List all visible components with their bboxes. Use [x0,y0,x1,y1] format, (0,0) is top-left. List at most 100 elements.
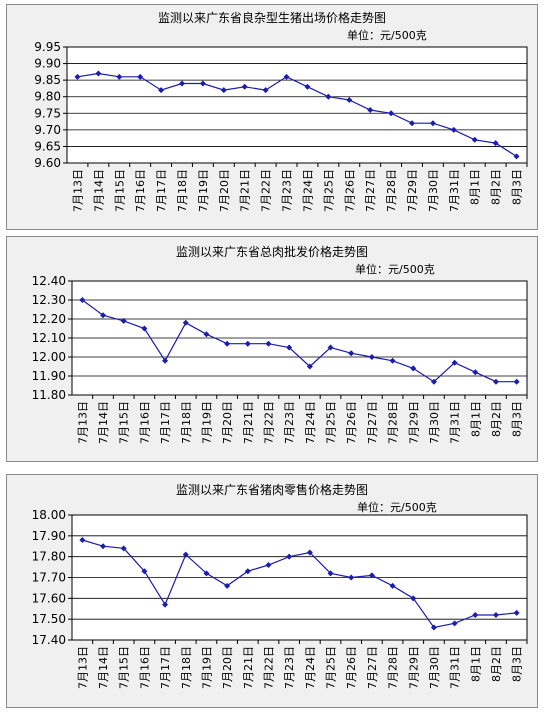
x-tick-label: 7月31日 [449,401,462,444]
data-point [492,612,499,618]
x-tick-label: 7月23日 [283,646,296,689]
x-tick-label: 7月22日 [262,401,275,444]
data-point [451,359,458,366]
x-tick-label: 7月30日 [428,646,441,689]
x-tick-label: 7月31日 [448,169,461,212]
data-point [471,136,478,143]
data-point [120,545,127,552]
x-tick-label: 7月29日 [407,646,420,689]
data-point [492,378,499,385]
data-point [100,312,107,319]
data-point [368,572,375,579]
x-tick-label: 7月13日 [71,169,84,212]
data-point [286,553,293,560]
data-point [430,624,437,631]
data-point [162,601,169,608]
y-tick-label: 9.75 [34,106,61,120]
y-tick-label: 12.20 [32,312,66,326]
x-tick-label: 7月15日 [118,646,131,689]
x-tick-label: 7月18日 [176,169,189,212]
data-point [100,543,107,550]
data-point [389,582,396,589]
x-tick-label: 7月19日 [200,646,213,689]
x-tick-label: 7月21日 [239,169,252,212]
data-point [120,317,127,324]
chart-panel-wholesale-price: 监测以来广东省总肉批发价格走势图 单位：元/500克 11.80 11.90 12.… [6,236,538,462]
x-tick-label: 8月2日 [490,169,503,205]
data-point [286,344,293,351]
y-tick-label: 17.50 [32,612,66,626]
x-tick-label: 7月13日 [76,401,89,444]
x-tick-label: 7月20日 [221,646,234,689]
unit-label: 单位：元/500克 [357,501,437,514]
x-tick-label: 7月13日 [76,646,89,689]
data-point [306,363,313,370]
x-tick-label: 7月23日 [281,169,294,212]
x-tick-label: 7月17日 [155,169,168,212]
data-point [244,340,251,347]
data-point [179,80,185,87]
x-tick-label: 7月16日 [138,401,151,444]
x-tick-label: 8月1日 [469,169,482,205]
x-tick-label: 7月25日 [325,401,338,444]
y-tick-label: 11.80 [32,388,66,402]
x-tick-label: 7月15日 [113,169,126,212]
data-point [224,582,231,589]
series-line [81,299,517,383]
y-tick-label: 9.70 [34,123,61,137]
y-tick-label: 9.60 [34,156,61,170]
x-tick-label: 7月25日 [325,646,338,689]
x-tick-label: 7月27日 [366,401,379,444]
chart-plot: 11.80 11.90 12.00 12.10 12.20 12.30 12.40 7月13日… [32,274,528,444]
data-point [429,120,436,127]
x-tick-label: 7月18日 [180,646,193,689]
y-tick-label: 12.40 [32,274,66,288]
data-point [410,595,417,602]
y-tick-label: 17.60 [32,591,66,605]
y-tick-label: 17.40 [32,633,66,647]
y-tick-label: 9.90 [34,57,61,71]
x-tick-label: 7月24日 [304,646,317,689]
x-tick-label: 7月28日 [387,646,400,689]
x-tick-label: 7月15日 [118,401,131,444]
x-tick-label: 7月27日 [364,169,377,212]
chart-panel-hog-price: 监测以来广东省良杂型生猪出场价格走势图 单位：元/500克 9.60 9.65 9.… [6,4,538,230]
x-tick-label: 7月17日 [159,401,172,444]
data-point [492,140,499,147]
x-tick-label: 8月3日 [511,646,524,682]
data-point [283,73,290,80]
x-tick-label: 7月31日 [449,646,462,689]
x-tick-label: 7月29日 [407,401,420,444]
data-point [137,73,144,80]
x-tick-label: 7月21日 [242,401,255,444]
x-tick-label: 8月3日 [511,169,524,205]
y-tick-label: 9.85 [34,73,61,87]
x-tick-label: 7月28日 [385,169,398,212]
y-tick-label: 17.70 [32,571,66,585]
data-point [182,319,189,326]
data-point [95,70,102,77]
x-tick-label: 7月30日 [427,169,440,212]
data-point [389,357,396,364]
data-point [220,87,227,94]
x-tick-label: 7月26日 [345,401,358,444]
x-tick-label: 8月1日 [469,401,482,437]
data-point [141,325,148,332]
chart-title: 监测以来广东省良杂型生猪出场价格走势图 [157,11,386,25]
series-line [77,72,517,157]
data-point [141,568,148,575]
chart-plot: 17.40 17.50 17.60 17.70 17.80 17.90 18.00 7月13日… [32,508,528,689]
data-point [203,570,210,577]
data-point [346,97,353,104]
x-tick-label: 8月2日 [490,646,503,682]
y-tick-label: 17.80 [32,550,66,564]
data-point [513,153,520,160]
x-tick-label: 7月16日 [138,646,151,689]
x-tick-label: 7月20日 [218,169,231,212]
x-tick-label: 7月14日 [92,169,105,212]
data-point [265,562,272,568]
y-tick-label: 17.90 [32,529,66,543]
x-tick-label: 7月26日 [343,169,356,212]
y-tick-label: 9.95 [34,40,61,54]
x-tick-label: 7月23日 [283,401,296,444]
